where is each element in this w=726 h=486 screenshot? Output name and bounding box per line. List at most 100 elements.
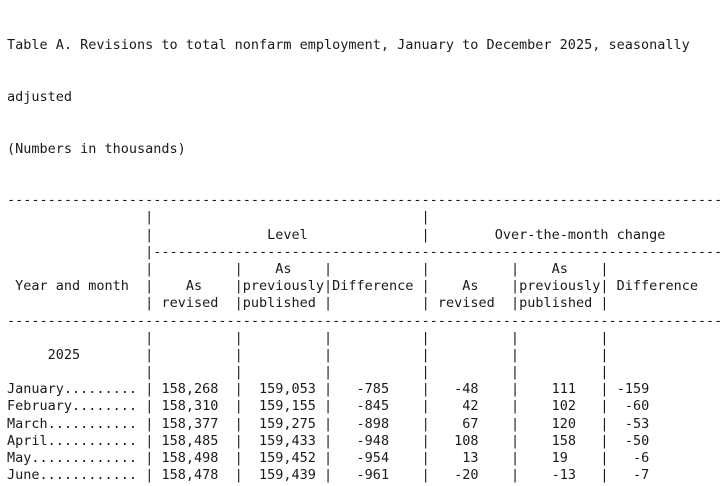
grid-line: | [234,398,243,415]
grid-line: | [145,484,153,486]
otm-difference: -8 [609,484,649,486]
grid-line: | [510,260,520,277]
level-difference: -948 [332,432,422,449]
grid-line: | [511,467,520,484]
col-header-otm-as-previously-published: As [519,260,601,277]
table-row: January......... | 158,268 | 159,053 | -… [7,381,726,398]
otm-as-revised: 108 [429,432,511,449]
corner-header: Year and month [7,278,146,295]
column-header-row: | | As | | | As | [7,261,726,278]
grid-line: | [600,432,609,449]
grid-line: | [145,432,154,449]
grid-line: | [145,415,154,432]
grid-line: | [421,415,430,432]
level-difference: -845 [332,398,422,415]
level-as-revised: 158,498 [153,450,235,466]
group-header-otm: Over-the-month change [429,226,723,243]
grid-line: | [421,381,430,398]
otm-difference: -6 [608,450,650,466]
divider-line: ----------------------------------------… [7,312,723,329]
grid-line: | [145,295,154,312]
month-label: March........... [7,415,138,432]
otm-as-revised: 64 [430,484,511,486]
level-as-previously-published: 159,452 [242,450,325,466]
month-label: January......... [7,381,138,398]
col-header-level-difference [332,295,421,311]
col-header-otm-as-previously-published: previously [519,278,601,295]
grid-line: | [600,450,609,466]
grid-line: | [324,295,333,312]
level-difference: -785 [332,381,422,398]
year-label: 2025 [7,346,146,363]
grid-line: | [7,226,154,243]
grid-line: | [421,295,430,312]
otm-difference: -50 [608,432,650,449]
grid-line: | | | | | | [7,364,609,381]
grid-line: | [421,278,430,295]
grid-line: | [234,415,243,432]
grid-line: | [421,467,430,484]
otm-as-revised: -20 [429,467,511,484]
otm-as-revised: 42 [429,398,511,415]
grid-line: | [145,398,154,415]
grid-line: | [324,450,333,466]
col-header-otm-as-revised [430,261,511,277]
grid-line: | [422,484,430,486]
level-as-revised: 158,542 [153,484,234,486]
grid-line: | [324,467,333,484]
grid-line: | [324,260,333,277]
level-as-revised: 158,377 [153,415,235,432]
otm-as-previously-published: 102 [519,398,601,415]
grid-line: | [234,467,243,484]
table-row: March........... | 158,377 | 159,275 | -… [7,416,726,433]
grid-line: | [600,484,608,486]
col-header-level-as-revised [153,261,234,277]
table-row: May............. | 158,498 | 159,452 | -… [7,450,726,467]
otm-as-previously-published: 158 [519,432,601,449]
grid-line: | [600,467,609,484]
grid-line [7,261,145,277]
level-as-previously-published: 159,511 [243,484,324,486]
grid-line: | [510,278,520,295]
level-as-previously-published: 159,275 [242,415,325,432]
grid-line: | [511,484,519,486]
month-label: April........... [7,432,138,449]
month-label: June............ [7,467,138,484]
grid-line: | [600,381,609,398]
level-as-previously-published: 159,433 [242,432,325,449]
grid-line: | [324,415,333,432]
grid-line: | [600,415,609,432]
otm-as-previously-published: 72 [519,484,600,486]
grid-line: | [324,381,333,398]
grid-line: | | | | | | [7,329,609,346]
otm-as-previously-published: 111 [519,381,601,398]
table-grid-line: | | | | | | [7,330,726,347]
grid-line: | [145,381,154,398]
revisions-table: ----------------------------------------… [7,192,726,486]
table-row: April........... | 158,485 | 159,433 | -… [7,433,726,450]
level-difference: -969 [332,484,421,486]
col-header-level-as-revised: revised [153,295,235,312]
table-grid-line: | | [7,209,726,226]
grid-line: | | | | | | [145,346,609,363]
grid-line: | [421,450,430,466]
table-subtitle: (Numbers in thousands) [7,140,186,157]
divider-line: ----------------------------------------… [7,192,723,209]
grid-line: | [234,381,243,398]
group-header-level: Level [153,226,422,243]
otm-as-previously-published: 120 [519,415,601,432]
grid-line: | [511,381,520,398]
grid-line: | [600,295,609,312]
month-label: May............. [7,450,138,466]
col-header-otm-as-previously-published: published [519,295,601,312]
month-label: July............ [7,484,137,486]
col-header-otm-as-revised: As [429,278,511,295]
col-header-level-difference: Difference [332,278,422,295]
grid-line: | [511,398,520,415]
col-header-level-as-previously-published: previously [242,278,325,295]
grid-line: | [421,260,430,277]
col-header-otm-difference [609,261,650,277]
table-grid-line: | | | | | | [7,364,726,381]
table-mid-divider: ----------------------------------------… [7,313,726,330]
grid-line: | [145,467,154,484]
